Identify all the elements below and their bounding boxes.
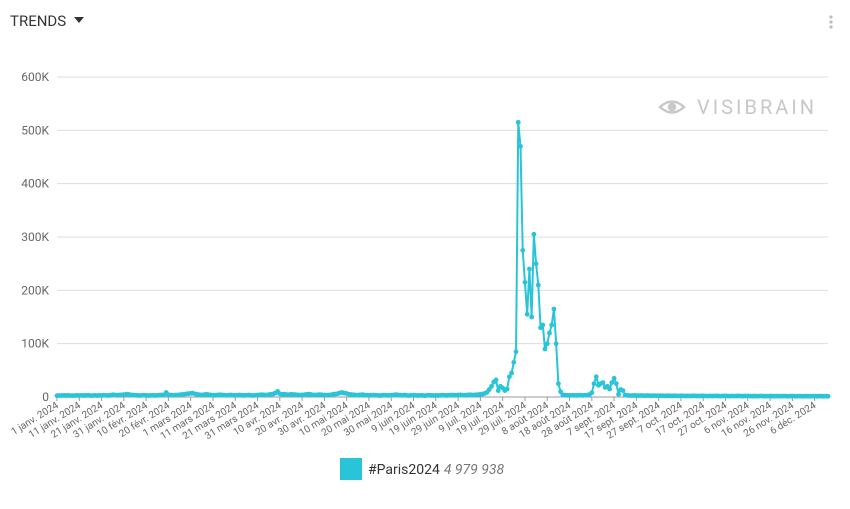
data-point bbox=[616, 391, 621, 397]
data-point bbox=[611, 375, 617, 381]
y-tick-label: 600K bbox=[21, 70, 49, 84]
data-point bbox=[515, 119, 521, 125]
data-point bbox=[531, 231, 537, 237]
series-points bbox=[54, 119, 831, 399]
data-point bbox=[533, 261, 539, 267]
watermark: VISIBRAIN bbox=[697, 95, 817, 119]
data-point bbox=[607, 386, 613, 392]
data-point bbox=[593, 374, 599, 380]
data-point bbox=[620, 388, 626, 393]
data-point bbox=[591, 381, 597, 387]
y-tick-label: 400K bbox=[21, 177, 49, 191]
data-point bbox=[540, 322, 546, 328]
data-point bbox=[553, 341, 559, 347]
data-point bbox=[504, 386, 510, 392]
legend-total: 4 979 938 bbox=[444, 462, 505, 478]
data-point bbox=[506, 374, 512, 380]
legend-label: #Paris2024 4 979 938 bbox=[368, 462, 504, 478]
data-point bbox=[549, 322, 555, 328]
data-point bbox=[609, 380, 615, 385]
data-point bbox=[600, 380, 606, 385]
data-point bbox=[542, 346, 548, 352]
data-point bbox=[544, 341, 550, 347]
data-point bbox=[589, 390, 595, 396]
data-point bbox=[551, 306, 557, 312]
y-tick-label: 100K bbox=[21, 337, 49, 351]
y-tick-label: 300K bbox=[21, 230, 49, 244]
data-point bbox=[513, 349, 519, 355]
data-point bbox=[493, 377, 499, 383]
data-point bbox=[527, 266, 532, 272]
y-tick-label: 500K bbox=[21, 123, 49, 137]
data-point bbox=[489, 383, 494, 389]
data-point bbox=[547, 330, 552, 336]
data-point bbox=[520, 247, 526, 253]
data-point bbox=[522, 279, 528, 285]
title[interactable]: TRENDS bbox=[10, 12, 66, 30]
watermark-logo bbox=[658, 100, 686, 114]
data-point bbox=[535, 282, 541, 288]
menu-icon[interactable] bbox=[829, 15, 833, 29]
y-tick-label: 200K bbox=[21, 283, 49, 297]
data-point bbox=[529, 314, 535, 320]
legend-name: #Paris2024 bbox=[368, 462, 440, 478]
data-point bbox=[511, 359, 517, 365]
data-point bbox=[613, 381, 619, 387]
title-caret[interactable] bbox=[74, 17, 84, 23]
data-point bbox=[524, 311, 530, 317]
data-point bbox=[495, 388, 501, 393]
data-point bbox=[555, 381, 561, 387]
series-line bbox=[56, 121, 829, 398]
data-point bbox=[509, 370, 514, 376]
legend-swatch bbox=[340, 458, 362, 480]
y-tick-label: 0 bbox=[42, 390, 49, 404]
data-point bbox=[825, 393, 831, 399]
data-point bbox=[518, 143, 523, 149]
